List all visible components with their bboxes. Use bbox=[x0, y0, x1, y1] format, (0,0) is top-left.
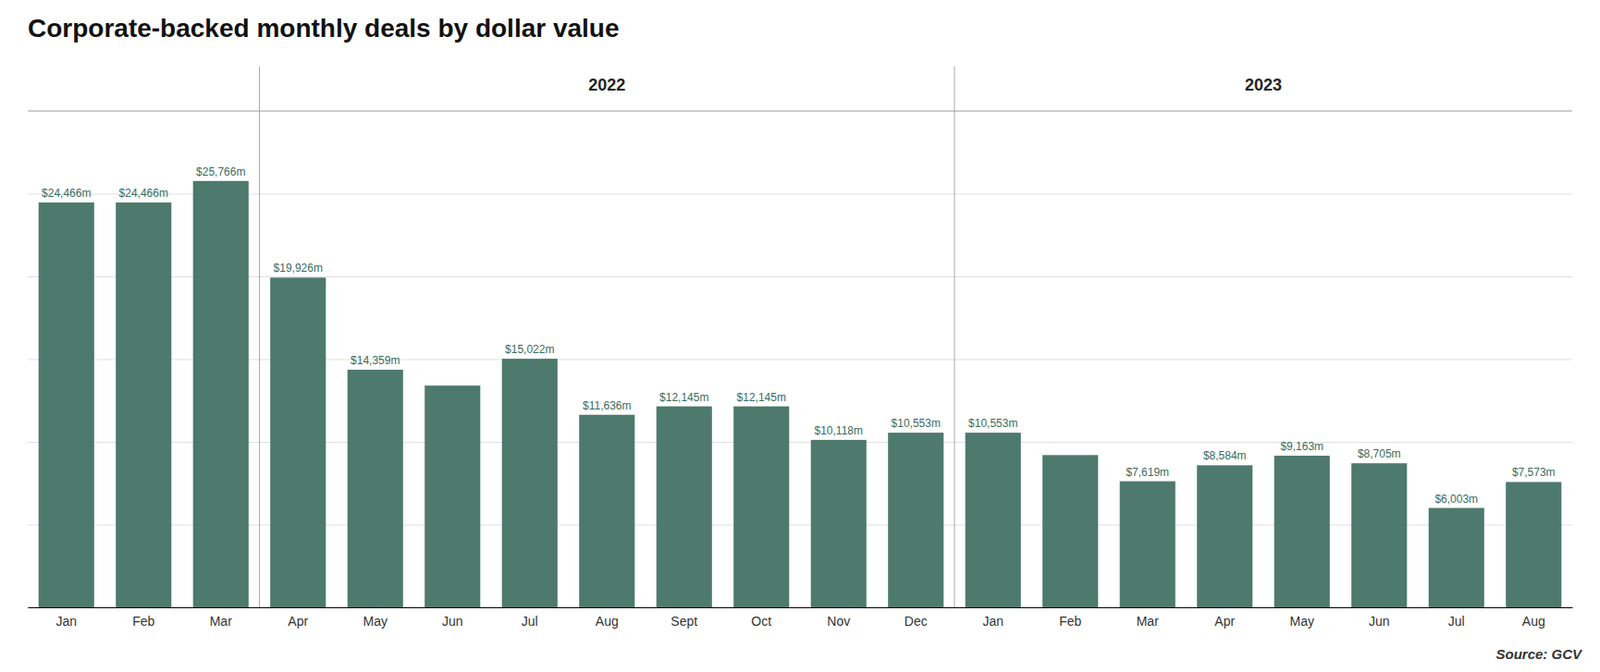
x-tick-label: Nov bbox=[826, 614, 850, 629]
bar bbox=[578, 415, 635, 608]
x-tick: Aug bbox=[595, 607, 619, 629]
data-label: $10,118m bbox=[814, 424, 863, 438]
bar bbox=[1505, 481, 1562, 608]
x-tick-label: Jan bbox=[982, 614, 1004, 629]
x-tick-label: Mar bbox=[1136, 614, 1159, 629]
data-label: $8,584m bbox=[1203, 449, 1247, 463]
x-tick-label: Sept bbox=[670, 614, 698, 629]
grid-line bbox=[27, 607, 1573, 609]
x-tick-label: May bbox=[1290, 614, 1315, 629]
x-tick: Apr bbox=[1214, 607, 1235, 629]
x-tick: Oct bbox=[750, 607, 772, 629]
divider bbox=[954, 66, 956, 608]
x-tick: Jun bbox=[1368, 607, 1391, 629]
bar bbox=[38, 202, 95, 608]
data-label: $12,145m bbox=[659, 391, 709, 405]
year-label: 2023 bbox=[1244, 75, 1282, 95]
source: Source: GCV bbox=[1495, 646, 1584, 663]
x-tick: Feb bbox=[132, 607, 155, 629]
x-tick: Feb bbox=[1058, 607, 1082, 629]
grid-tick bbox=[27, 607, 1573, 609]
x-tick: Jun bbox=[442, 607, 464, 629]
data-label: $24,466m bbox=[119, 186, 169, 200]
data-label: $24,466m bbox=[41, 186, 91, 200]
data-label: $10,553m bbox=[891, 417, 941, 431]
chart: $24,466m $24,466m $25,766m $19,926m $14,359m… bbox=[0, 0, 1600, 672]
bar bbox=[1196, 465, 1253, 608]
bar bbox=[1351, 463, 1407, 608]
bar bbox=[1120, 481, 1176, 608]
bar bbox=[887, 432, 944, 608]
bar bbox=[1042, 455, 1098, 608]
x-tick: Jul bbox=[521, 607, 539, 629]
x-tick-label: Apr bbox=[287, 614, 308, 629]
data-label: $7,619m bbox=[1125, 466, 1170, 480]
bar bbox=[347, 369, 404, 608]
bar bbox=[270, 277, 326, 608]
data-label: $6,003m bbox=[1434, 492, 1478, 506]
x-tick-label: Feb bbox=[1058, 614, 1082, 629]
bars bbox=[38, 181, 1563, 608]
x-tick: Nov bbox=[826, 607, 850, 629]
x-tick: Mar bbox=[1136, 607, 1159, 629]
data-label: $15,022m bbox=[504, 343, 554, 357]
divider bbox=[258, 66, 260, 608]
x-tick-label: Jul bbox=[1448, 614, 1465, 629]
x-tick-label: Jun bbox=[1368, 614, 1391, 629]
x-axis: Jan Feb Mar Apr May Jun Jul Aug Sept Oct Nov Dec Jan… bbox=[28, 607, 1574, 629]
x-tick: Jul bbox=[1448, 607, 1465, 629]
data-label: $12,145m bbox=[737, 391, 787, 405]
x-tick-label: Jul bbox=[521, 614, 539, 629]
data-label: $11,636m bbox=[582, 399, 631, 413]
x-tick-label: Oct bbox=[750, 614, 772, 629]
bar bbox=[965, 432, 1022, 608]
x-tick-label: Jun bbox=[442, 614, 464, 629]
x-tick-label: Aug bbox=[1522, 614, 1546, 629]
x-tick-label: Jan bbox=[55, 614, 77, 629]
x-tick: May bbox=[363, 607, 388, 629]
x-tick: Jan bbox=[55, 607, 77, 629]
year-label: 2022 bbox=[588, 75, 626, 95]
x-tick: Sept bbox=[670, 607, 698, 629]
x-tick: May bbox=[1290, 607, 1315, 629]
bar bbox=[193, 181, 249, 608]
bar bbox=[424, 385, 480, 608]
bar bbox=[733, 406, 789, 608]
annotations: 2022 2023 bbox=[588, 75, 1282, 95]
bar bbox=[115, 202, 172, 608]
x-tick-label: Dec bbox=[904, 614, 928, 629]
x-tick-label: Feb bbox=[132, 614, 155, 629]
data-label: $14,359m bbox=[350, 354, 400, 368]
data-label: $25,766m bbox=[196, 165, 246, 179]
dividers bbox=[259, 66, 956, 608]
bar bbox=[1274, 455, 1330, 608]
data-labels: $24,466m $24,466m $25,766m $19,926m $14,359m… bbox=[41, 165, 1556, 506]
data-label: $9,163m bbox=[1280, 440, 1324, 454]
data-label: $7,573m bbox=[1512, 466, 1556, 480]
x-tick-label: May bbox=[363, 614, 388, 629]
data-label: $8,705m bbox=[1357, 447, 1402, 461]
plot: $24,466m $24,466m $25,766m $19,926m $14,359m… bbox=[27, 66, 1574, 629]
x-tick: Dec bbox=[904, 607, 928, 629]
x-tick-label: Mar bbox=[209, 614, 233, 629]
x-tick: Jan bbox=[982, 607, 1004, 629]
x-tick-label: Apr bbox=[1214, 614, 1235, 629]
x-tick: Apr bbox=[287, 607, 308, 629]
x-axis-line bbox=[28, 607, 1574, 609]
title: Corporate-backed monthly deals by dollar… bbox=[27, 13, 620, 43]
bar bbox=[811, 440, 867, 608]
x-tick-label: Aug bbox=[595, 614, 619, 629]
bar bbox=[1428, 508, 1485, 608]
data-label: $10,553m bbox=[968, 417, 1018, 431]
bar bbox=[656, 406, 713, 608]
x-tick: Mar bbox=[209, 607, 233, 629]
bar bbox=[502, 358, 558, 608]
data-label: $19,926m bbox=[273, 261, 323, 275]
x-tick: Aug bbox=[1522, 607, 1546, 629]
